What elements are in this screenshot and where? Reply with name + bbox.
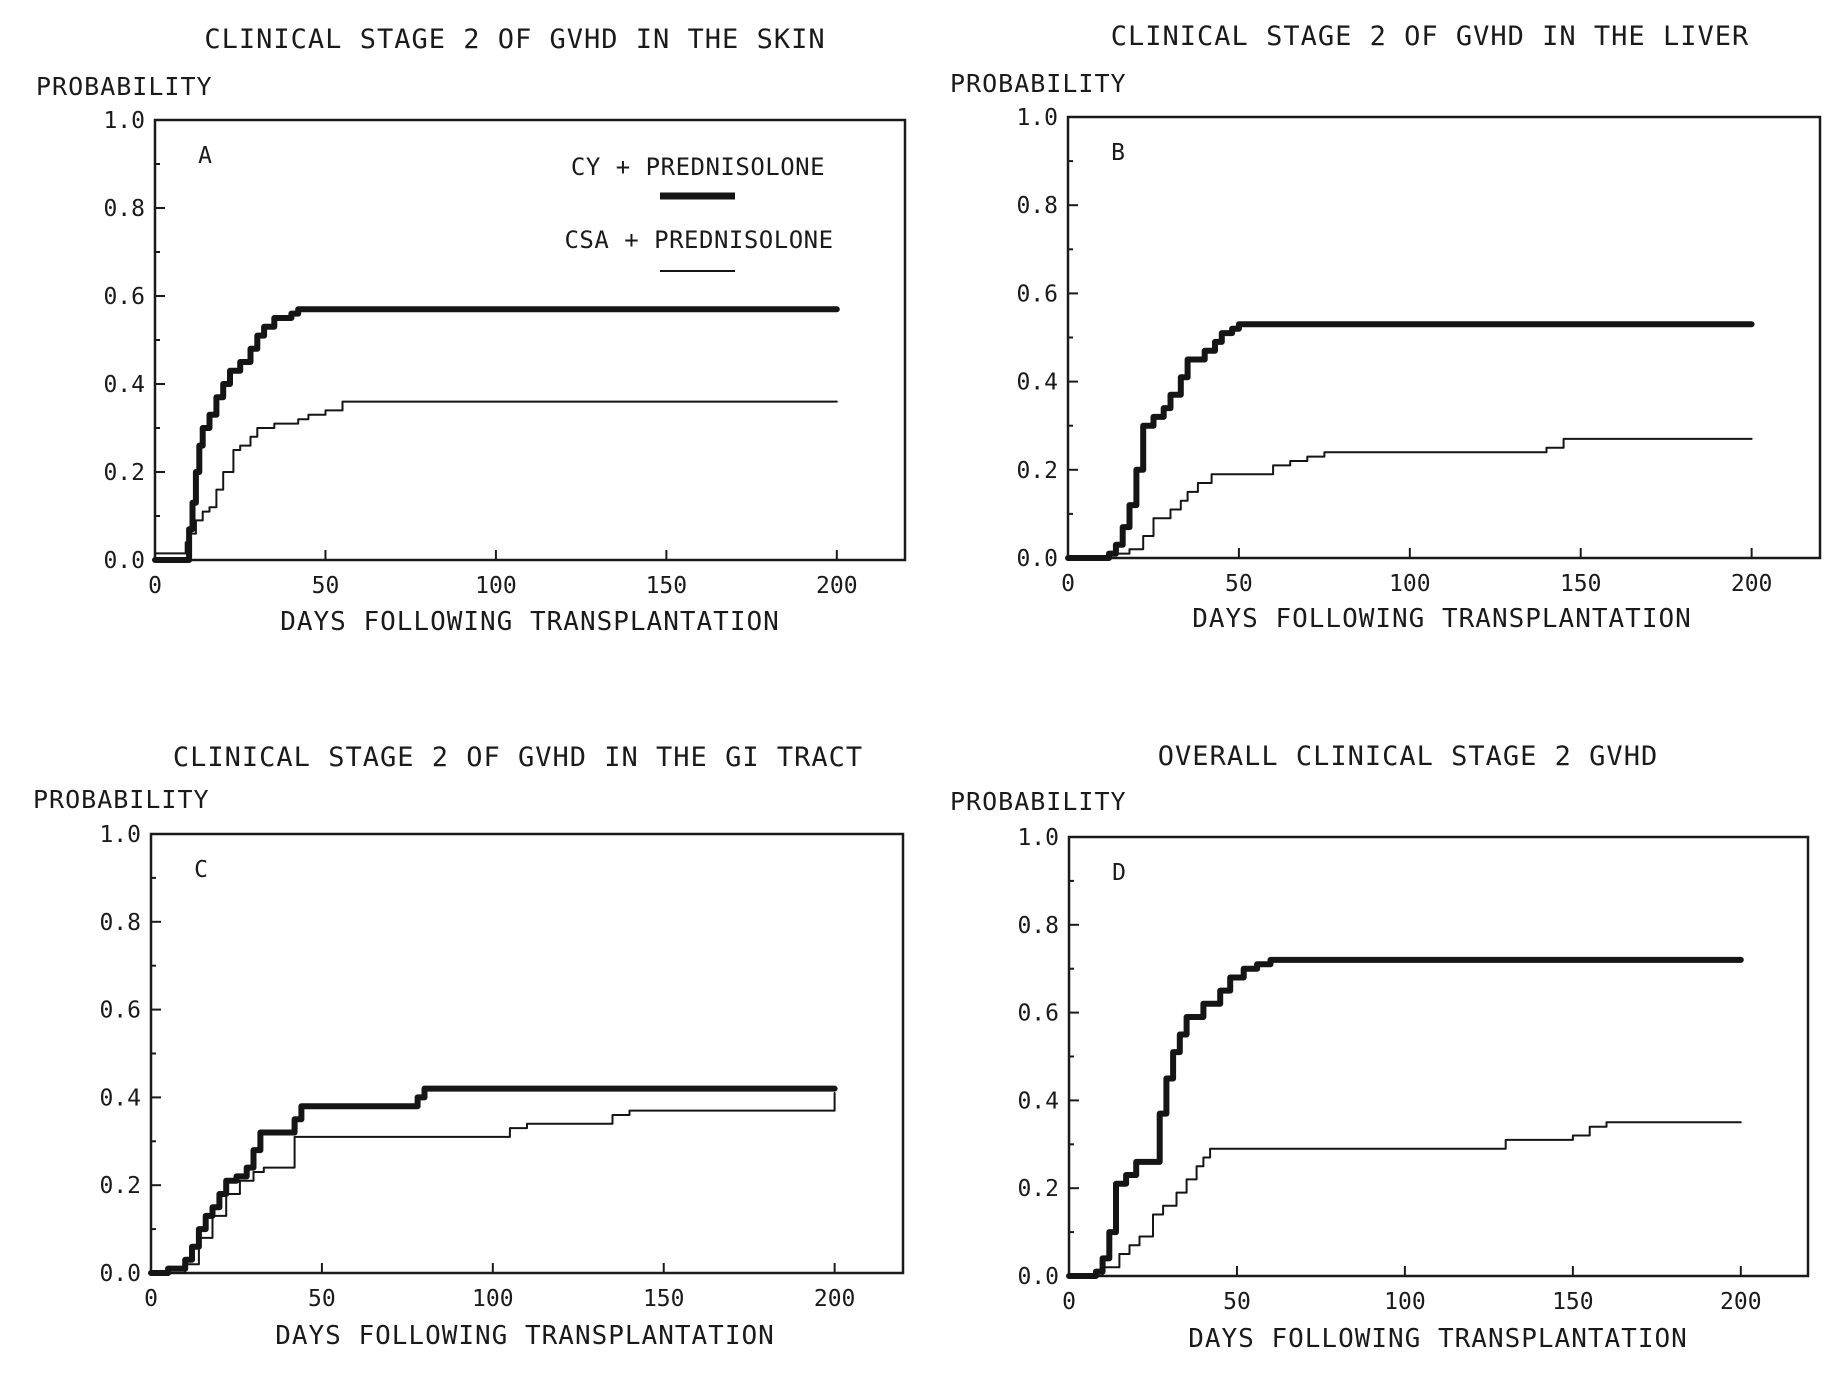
panel-c-title: CLINICAL STAGE 2 OF GVHD IN THE GI TRACT [173,742,863,773]
panel-d-series-cy-prednisolone [1066,956,1744,1279]
panel-a-ytick-label: 0.0 [103,548,145,574]
panel-c-ytick-label: 1.0 [99,822,141,848]
panel-c-series-cy-prednisolone [148,1085,838,1276]
panel-c-ytick-label: 0.0 [99,1261,141,1287]
panel-b-series-cy-prednisolone [1065,321,1755,561]
legend-label-cy-prednisolone: CY + PREDNISOLONE [571,153,825,181]
panel-a-ytick-label: 1.0 [103,108,145,134]
panel-b-xtick-label: 0 [1061,571,1075,597]
panel-c-xtick-label: 200 [814,1286,856,1312]
panel-c-xtick-label: 150 [643,1286,685,1312]
legend: CY + PREDNISOLONE CSA + PREDNISOLONE [564,153,833,272]
panel-b-frame [1066,115,1822,560]
panel-c-ylabel: PROBABILITY [33,785,210,814]
panel-b-ytick-label: 0.0 [1016,546,1058,572]
panel-b-xtick-label: 200 [1731,571,1773,597]
panel-c-series-csa-prednisolone [150,1092,836,1274]
panel-c-ytick-label: 0.8 [99,910,141,936]
panel-b-ytick-label: 1.0 [1016,105,1058,131]
panel-a-ytick-label: 0.2 [103,460,145,486]
panel-d-ylabel: PROBABILITY [950,787,1127,816]
panel-b-series-csa-prednisolone [1067,437,1753,559]
panel-a-letter: A [198,143,212,169]
panel-b-ytick-label: 0.4 [1016,370,1058,396]
panel-c-ytick-label: 0.2 [99,1173,141,1199]
panel-a: CLINICAL STAGE 2 OF GVHD IN THE SKIN PROB… [36,24,907,637]
panel-a-series-cy-prednisolone [152,306,840,563]
panel-c-letter: C [194,857,208,883]
panel-a-xtick-label: 100 [475,573,517,599]
panel-d-xtick-label: 100 [1384,1289,1426,1315]
legend-label-csa-prednisolone: CSA + PREDNISOLONE [564,226,833,254]
panel-d-ytick-label: 0.0 [1017,1264,1059,1290]
panel-d-xtick-label: 50 [1223,1289,1251,1315]
panel-d-xtick-label: 0 [1062,1289,1076,1315]
panel-d-xtick-label: 150 [1552,1289,1594,1315]
panel-a-ytick-label: 0.6 [103,284,145,310]
panel-d-ytick-label: 0.2 [1017,1176,1059,1202]
panel-d-ytick-label: 0.6 [1017,1001,1059,1027]
panel-a-ytick-label: 0.4 [103,372,145,398]
panel-d-series-csa-prednisolone [1068,1121,1742,1277]
panel-b: CLINICAL STAGE 2 OF GVHD IN THE LIVER PRO… [950,21,1822,634]
panel-d-frame [1067,835,1810,1278]
panel-a-xtick-label: 50 [312,573,340,599]
panel-c-ytick-label: 0.6 [99,998,141,1024]
panel-a-series-csa-prednisolone [154,400,838,555]
panel-a-xtick-label: 200 [816,573,858,599]
panel-d-xtick-label: 200 [1720,1289,1762,1315]
panel-d-ytick-label: 0.8 [1017,913,1059,939]
panel-c-xtick-label: 50 [308,1286,336,1312]
panel-a-title: CLINICAL STAGE 2 OF GVHD IN THE SKIN [204,24,825,55]
panel-b-xtick-label: 50 [1225,571,1253,597]
panel-c-xtick-label: 0 [144,1286,158,1312]
panel-d-letter: D [1112,860,1126,886]
panel-a-ytick-label: 0.8 [103,196,145,222]
panel-b-xtick-label: 100 [1389,571,1431,597]
panel-d: OVERALL CLINICAL STAGE 2 GVHD PROBABILITY… [950,741,1810,1354]
panel-b-title: CLINICAL STAGE 2 OF GVHD IN THE LIVER [1111,21,1749,52]
panel-b-xtick-label: 150 [1560,571,1602,597]
panel-b-ytick-label: 0.2 [1016,458,1058,484]
panel-d-ytick-label: 1.0 [1017,825,1059,851]
panel-b-xlabel: DAYS FOLLOWING TRANSPLANTATION [1192,604,1692,634]
panel-a-xtick-label: 150 [646,573,688,599]
panel-b-letter: B [1111,140,1125,166]
panel-d-ytick-label: 0.4 [1017,1088,1059,1114]
panel-c-frame [149,832,905,1275]
panel-a-xtick-label: 0 [148,573,162,599]
panel-b-ytick-label: 0.6 [1016,281,1058,307]
panel-a-frame [153,118,907,562]
panel-b-ylabel: PROBABILITY [950,69,1127,98]
panel-c-ytick-label: 0.4 [99,1085,141,1111]
panel-c-xtick-label: 100 [472,1286,514,1312]
panel-a-xlabel: DAYS FOLLOWING TRANSPLANTATION [280,607,780,637]
panel-d-xlabel: DAYS FOLLOWING TRANSPLANTATION [1188,1324,1688,1354]
panel-b-ytick-label: 0.8 [1016,193,1058,219]
panel-a-ylabel: PROBABILITY [36,72,213,101]
panel-c: CLINICAL STAGE 2 OF GVHD IN THE GI TRACT… [33,742,905,1351]
panel-c-xlabel: DAYS FOLLOWING TRANSPLANTATION [275,1321,775,1351]
panel-d-title: OVERALL CLINICAL STAGE 2 GVHD [1158,741,1658,772]
